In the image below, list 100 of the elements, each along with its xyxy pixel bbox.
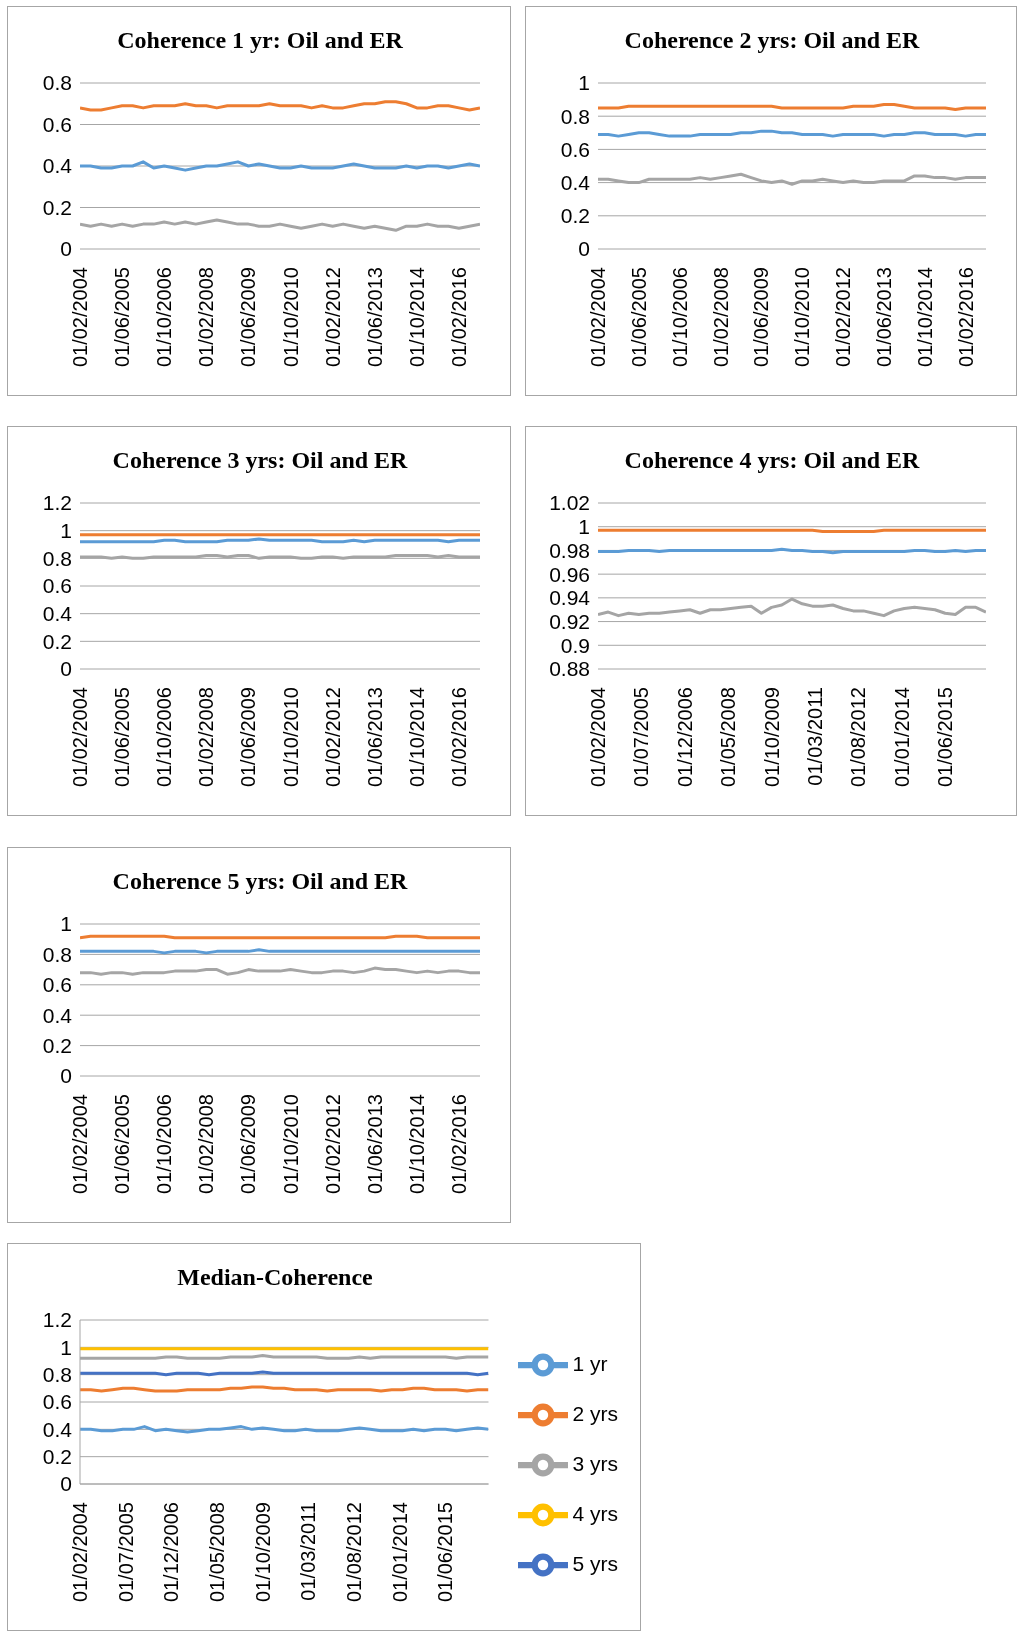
y-tick-label: 0.4	[42, 154, 73, 178]
x-tick-label: 01/03/2011	[803, 687, 826, 786]
chart-title: Median-Coherence	[176, 1264, 374, 1291]
y-tick-label: 0.2	[42, 1034, 72, 1058]
x-tick-label: 01/06/2015	[434, 1502, 457, 1603]
x-tick-label: 01/01/2014	[890, 687, 913, 788]
x-tick-label: 01/10/2006	[153, 267, 176, 368]
x-tick-label: 01/10/2014	[405, 267, 428, 368]
y-tick-label: 0.6	[560, 137, 590, 161]
y-tick-label: 0.6	[42, 973, 72, 997]
y-tick-label: 1.2	[42, 491, 72, 515]
y-tick-label: 0.4	[42, 1417, 73, 1441]
x-tick-label: 01/06/2005	[627, 267, 650, 368]
x-tick-label: 01/06/2009	[237, 1094, 260, 1195]
x-tick-label: 01/08/2012	[343, 1502, 366, 1603]
x-tick-label: 01/03/2011	[297, 1502, 320, 1601]
x-tick-label: 01/10/2010	[279, 267, 302, 368]
y-tick-label: 0.92	[549, 610, 590, 634]
x-tick-label: 01/10/2010	[791, 267, 814, 368]
chart-title: Coherence 3 yrs: Oil and ER	[111, 447, 409, 474]
x-tick-label: 01/02/2004	[69, 1502, 91, 1603]
x-tick-label: 01/02/2004	[69, 1094, 91, 1195]
y-tick-label: 0.88	[549, 657, 590, 681]
x-tick-label: 01/02/2004	[69, 687, 91, 788]
y-tick-label: 1.02	[549, 491, 590, 515]
y-tick-label: 1	[60, 912, 72, 936]
x-tick-label: 01/02/2008	[709, 267, 732, 368]
x-tick-label: 01/02/2012	[832, 267, 855, 368]
y-tick-label: 0.98	[549, 538, 590, 562]
y-tick-label: 0.4	[560, 171, 591, 195]
x-tick-label: 01/02/2016	[447, 687, 470, 788]
x-tick-label: 01/12/2006	[160, 1502, 183, 1603]
x-tick-label: 01/10/2014	[405, 1094, 428, 1195]
x-tick-label: 01/10/2006	[153, 687, 176, 788]
legend-label: 4 yrs	[572, 1501, 618, 1525]
x-tick-label: 01/02/2016	[447, 267, 470, 368]
y-tick-label: 0	[60, 657, 72, 681]
x-tick-label: 01/06/2015	[934, 687, 957, 788]
x-tick-label: 01/02/2008	[195, 1094, 218, 1195]
y-tick-label: 0.2	[42, 629, 72, 653]
x-tick-label: 01/02/2016	[954, 267, 977, 368]
y-tick-label: 0.8	[560, 104, 590, 128]
chart-title: Coherence 4 yrs: Oil and ER	[623, 447, 921, 474]
x-tick-label: 01/06/2005	[111, 1094, 134, 1195]
x-tick-label: 01/06/2005	[111, 267, 134, 368]
chart-title: Coherence 5 yrs: Oil and ER	[111, 868, 409, 895]
line-series	[80, 160, 480, 172]
x-tick-label: 01/02/2008	[195, 687, 218, 788]
x-tick-label: 01/10/2006	[668, 267, 691, 368]
x-tick-label: 01/12/2006	[673, 687, 696, 788]
y-tick-label: 0.96	[549, 562, 590, 586]
x-tick-label: 01/10/2014	[405, 687, 428, 788]
x-tick-label: 01/02/2012	[321, 687, 344, 788]
y-tick-label: 1	[578, 515, 590, 539]
x-tick-label: 01/06/2013	[363, 687, 386, 788]
x-tick-label: 01/02/2004	[587, 687, 609, 788]
y-tick-label: 0	[60, 1064, 72, 1088]
y-tick-label: 0	[60, 1472, 72, 1496]
x-tick-label: 01/02/2012	[321, 1094, 344, 1195]
x-tick-label: 01/06/2009	[237, 687, 260, 788]
x-tick-label: 01/10/2009	[760, 687, 783, 788]
legend-label: 5 yrs	[572, 1551, 618, 1575]
y-tick-label: 1	[578, 71, 590, 95]
y-tick-label: 0.6	[42, 112, 72, 136]
y-tick-label: 0.2	[560, 204, 590, 228]
chart-title: Coherence 1 yr: Oil and ER	[116, 27, 404, 54]
y-tick-label: 1	[60, 519, 72, 543]
x-tick-label: 01/10/2006	[153, 1094, 176, 1195]
x-tick-label: 01/06/2013	[872, 267, 895, 368]
line-series	[80, 966, 480, 976]
x-tick-label: 01/05/2008	[717, 687, 740, 788]
x-tick-label: 01/02/2004	[587, 267, 609, 368]
x-tick-label: 01/02/2012	[321, 267, 344, 368]
y-tick-label: 0	[60, 237, 72, 261]
x-tick-label: 01/02/2008	[195, 267, 218, 368]
y-tick-label: 0.4	[42, 1003, 73, 1027]
x-tick-label: 01/10/2009	[251, 1502, 274, 1603]
x-tick-label: 01/02/2016	[447, 1094, 470, 1195]
x-tick-label: 01/06/2009	[750, 267, 773, 368]
y-tick-label: 0.2	[42, 195, 72, 219]
y-tick-label: 0.9	[560, 633, 590, 657]
y-tick-label: 1.2	[42, 1308, 72, 1332]
legend-label: 3 yrs	[572, 1451, 618, 1475]
x-tick-label: 01/10/2010	[279, 687, 302, 788]
y-tick-label: 0.6	[42, 1390, 72, 1414]
x-tick-label: 01/05/2008	[206, 1502, 229, 1603]
y-tick-label: 0.8	[42, 546, 72, 570]
legend-label: 1 yr	[572, 1351, 608, 1375]
x-tick-label: 01/08/2012	[847, 687, 870, 788]
y-tick-label: 0.8	[42, 71, 72, 95]
y-tick-label: 0.2	[42, 1445, 72, 1469]
x-tick-label: 01/02/2004	[69, 267, 91, 368]
y-tick-label: 1	[60, 1335, 72, 1359]
y-tick-label: 0.8	[42, 942, 72, 966]
y-tick-label: 0.6	[42, 574, 72, 598]
line-series	[598, 172, 986, 186]
x-tick-label: 01/10/2014	[913, 267, 936, 368]
chart-title: Coherence 2 yrs: Oil and ER	[623, 27, 921, 54]
x-tick-label: 01/06/2009	[237, 267, 260, 368]
legend-label: 2 yrs	[572, 1401, 618, 1425]
